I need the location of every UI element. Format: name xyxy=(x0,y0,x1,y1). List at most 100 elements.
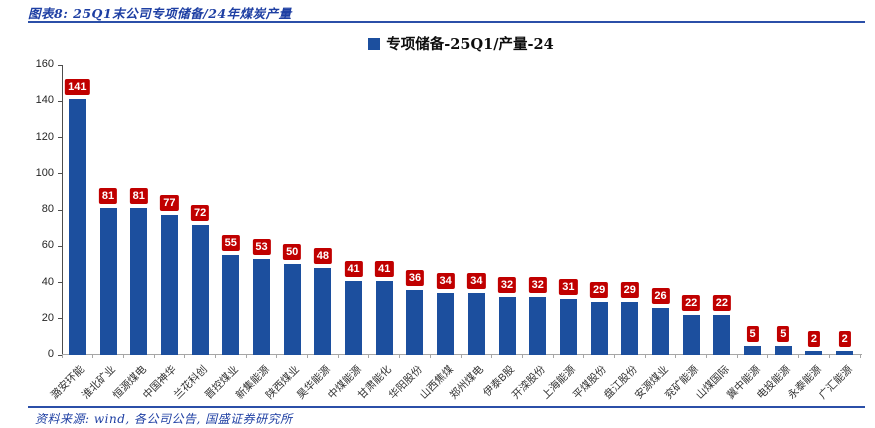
top-rule xyxy=(28,21,865,23)
bar xyxy=(160,215,178,355)
x-axis-tick xyxy=(307,354,309,358)
bar xyxy=(744,345,762,355)
bar-value-label: 81 xyxy=(129,188,148,205)
bar xyxy=(805,351,823,355)
bar xyxy=(559,298,577,355)
y-axis-tick xyxy=(58,100,62,102)
bar-value-label: 29 xyxy=(620,282,639,299)
x-axis-tick xyxy=(491,354,493,358)
bar-value-label: 53 xyxy=(252,238,271,255)
bar-value-label: 29 xyxy=(589,282,609,299)
x-axis-tick xyxy=(276,354,278,358)
x-axis-tick xyxy=(122,354,124,358)
legend-label: 专项储备-25Q1/产量-24 xyxy=(386,36,554,53)
bar xyxy=(345,280,363,355)
bar xyxy=(130,208,148,355)
bar xyxy=(774,345,792,355)
bar xyxy=(99,208,117,355)
x-axis-tick xyxy=(521,354,523,358)
x-axis-tick xyxy=(583,354,585,358)
x-axis-tick xyxy=(214,354,216,358)
y-axis-tick xyxy=(58,137,62,138)
bar xyxy=(375,280,393,355)
bar xyxy=(836,351,854,355)
x-axis-tick xyxy=(399,354,401,358)
bar xyxy=(713,315,731,355)
x-axis-tick xyxy=(92,354,94,358)
y-axis-line xyxy=(62,65,63,355)
bar xyxy=(68,99,86,355)
x-axis-tick xyxy=(706,354,708,358)
bottom-rule xyxy=(28,406,865,408)
bar-value-label: 32 xyxy=(497,277,517,293)
bar-value-label: 41 xyxy=(344,260,363,277)
bar-value-label: 22 xyxy=(682,295,701,312)
bar-value-label: 2 xyxy=(838,331,851,348)
bar-value-label: 141 xyxy=(65,79,90,96)
bar xyxy=(529,297,547,355)
x-axis-tick xyxy=(613,354,615,358)
bar-value-label: 50 xyxy=(283,244,302,261)
y-axis-tick-label: 80 xyxy=(41,203,54,215)
x-axis-tick xyxy=(153,354,155,358)
y-axis-tick xyxy=(58,64,62,66)
bar xyxy=(498,297,516,355)
figure-title: 图表8: 25Q1末公司专项储备/24年煤炭产量 xyxy=(28,6,292,21)
bar xyxy=(590,302,608,355)
bar-value-label: 5 xyxy=(777,325,790,342)
x-axis-line xyxy=(62,354,862,355)
y-axis-tick xyxy=(58,209,62,211)
y-axis-tick-label: 0 xyxy=(47,348,54,360)
x-axis-tick xyxy=(859,354,861,358)
source-note: 资料来源: wind, 各公司公告, 国盛证券研究所 xyxy=(35,412,293,426)
y-axis-tick xyxy=(58,245,62,247)
plot-area: 0 20 40 60 80 100 120 140 160 141 潞安环能 81 淮北矿业 81 恒源煤电… xyxy=(36,58,862,402)
x-axis-tick xyxy=(245,354,247,358)
bar-value-label: 41 xyxy=(375,260,394,277)
bar-value-label: 26 xyxy=(651,287,670,304)
x-axis-tick xyxy=(552,354,554,358)
bar-value-label: 2 xyxy=(807,331,821,348)
y-axis-tick-label: 40 xyxy=(41,275,54,288)
bar xyxy=(682,315,700,355)
y-axis-tick-label: 160 xyxy=(35,58,54,70)
x-axis-tick xyxy=(767,354,769,358)
x-axis-tick xyxy=(736,354,738,358)
bar-value-label: 55 xyxy=(221,235,240,252)
y-axis-tick-label: 120 xyxy=(35,130,54,143)
bar xyxy=(406,289,424,355)
x-axis-tick xyxy=(184,354,186,358)
bar-value-label: 34 xyxy=(467,273,486,290)
bar-value-label: 34 xyxy=(436,273,455,290)
bar-value-label: 36 xyxy=(405,269,425,286)
y-axis-tick xyxy=(58,354,62,356)
bar-value-label: 77 xyxy=(160,195,179,212)
x-axis-tick xyxy=(429,354,431,358)
bar-value-label: 48 xyxy=(313,248,332,264)
y-axis-tick xyxy=(58,282,62,283)
bar-value-label: 5 xyxy=(746,325,759,342)
x-axis-tick xyxy=(828,354,830,358)
bar xyxy=(191,224,209,355)
bar xyxy=(314,268,332,355)
y-axis-tick xyxy=(58,173,62,175)
chart-legend: 专项储备-25Q1/产量-24 xyxy=(62,33,860,54)
x-axis-tick xyxy=(61,354,63,358)
x-axis-tick xyxy=(675,354,677,358)
bar xyxy=(283,264,301,355)
x-axis-tick xyxy=(337,354,339,358)
bar-value-label: 32 xyxy=(528,277,547,293)
bar xyxy=(467,293,485,355)
x-axis-tick xyxy=(460,354,462,358)
bar-value-label: 81 xyxy=(98,188,118,205)
bar xyxy=(621,302,639,355)
bar xyxy=(253,258,270,355)
bar-value-label: 22 xyxy=(712,295,731,312)
x-axis-tick xyxy=(368,354,370,358)
x-axis-tick xyxy=(644,354,646,358)
bar xyxy=(652,307,669,355)
x-axis-tick xyxy=(798,354,800,358)
y-axis-tick-label: 140 xyxy=(35,94,54,107)
y-axis-tick-label: 60 xyxy=(41,239,54,252)
bar xyxy=(222,255,240,355)
